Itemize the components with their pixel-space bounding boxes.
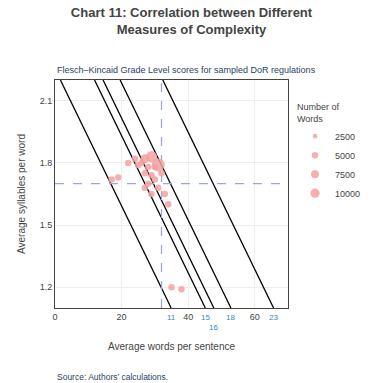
svg-text:23: 23 <box>269 313 278 322</box>
svg-text:10000: 10000 <box>335 189 360 199</box>
svg-text:1.5: 1.5 <box>40 220 53 230</box>
svg-text:0: 0 <box>52 312 57 322</box>
svg-text:Average words per sentence: Average words per sentence <box>108 341 236 352</box>
svg-text:Number ofWords: Number ofWords <box>297 102 340 124</box>
svg-text:16: 16 <box>209 323 218 332</box>
svg-text:1.2: 1.2 <box>40 282 53 292</box>
svg-text:Source: Authors’ calculations.: Source: Authors’ calculations. <box>57 372 168 382</box>
svg-text:5000: 5000 <box>335 151 355 161</box>
svg-text:Flesch–Kincaid Grade Level sco: Flesch–Kincaid Grade Level scores for sa… <box>57 65 316 75</box>
svg-text:1.8: 1.8 <box>40 158 53 168</box>
svg-text:7500: 7500 <box>335 170 355 180</box>
svg-text:11: 11 <box>167 313 176 322</box>
svg-text:20: 20 <box>117 312 127 322</box>
svg-text:2.1: 2.1 <box>40 96 53 106</box>
svg-text:15: 15 <box>201 313 210 322</box>
svg-text:Chart 11: Correlation between: Chart 11: Correlation between DifferentM… <box>71 5 313 37</box>
svg-text:18: 18 <box>226 313 235 322</box>
svg-text:60: 60 <box>250 312 260 322</box>
svg-text:40: 40 <box>183 312 193 322</box>
svg-text:Average syllables per word: Average syllables per word <box>16 134 27 254</box>
svg-text:2500: 2500 <box>335 132 355 142</box>
